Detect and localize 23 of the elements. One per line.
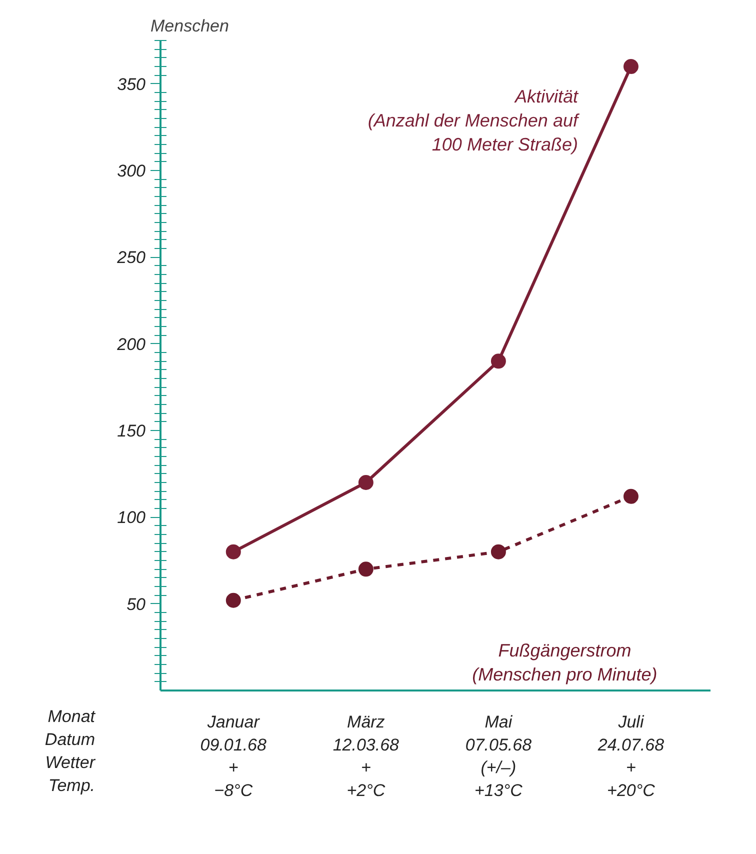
x-tick-label: Mai 07.05.68 (+/–) +13°C: [465, 712, 532, 800]
x-tick-label: März 12.03.68 + +2°C: [332, 712, 400, 800]
point: [623, 59, 638, 74]
point: [226, 544, 241, 560]
point: [226, 592, 241, 608]
point: [623, 488, 638, 504]
y-axis-title: Menschen: [150, 16, 229, 36]
point: [358, 475, 374, 490]
x-tick-label: Juli 24.07.68 + +20°C: [596, 712, 665, 800]
point: [358, 562, 374, 577]
y-tick-label: 250: [116, 248, 146, 268]
series-label: Aktivität (Anzahl der Menschen auf 100 Meter Straße): [368, 86, 580, 154]
text: Fußgängerstrom (Menschen pro Minute): [472, 640, 658, 684]
y-tick-label: 50: [126, 594, 146, 614]
y-tick-label: 200: [116, 334, 146, 354]
y-tick-label: 300: [117, 162, 146, 180]
y-tick-label: 350: [117, 74, 146, 94]
y-tick-label: 150: [117, 422, 146, 440]
y-tick-label: 100: [117, 508, 146, 528]
point: [490, 354, 506, 369]
x-tick-label: Januar 09.01.68 + −8°C: [200, 712, 268, 800]
text: Monat Datum Wetter Temp.: [44, 706, 95, 797]
point: [490, 544, 506, 560]
